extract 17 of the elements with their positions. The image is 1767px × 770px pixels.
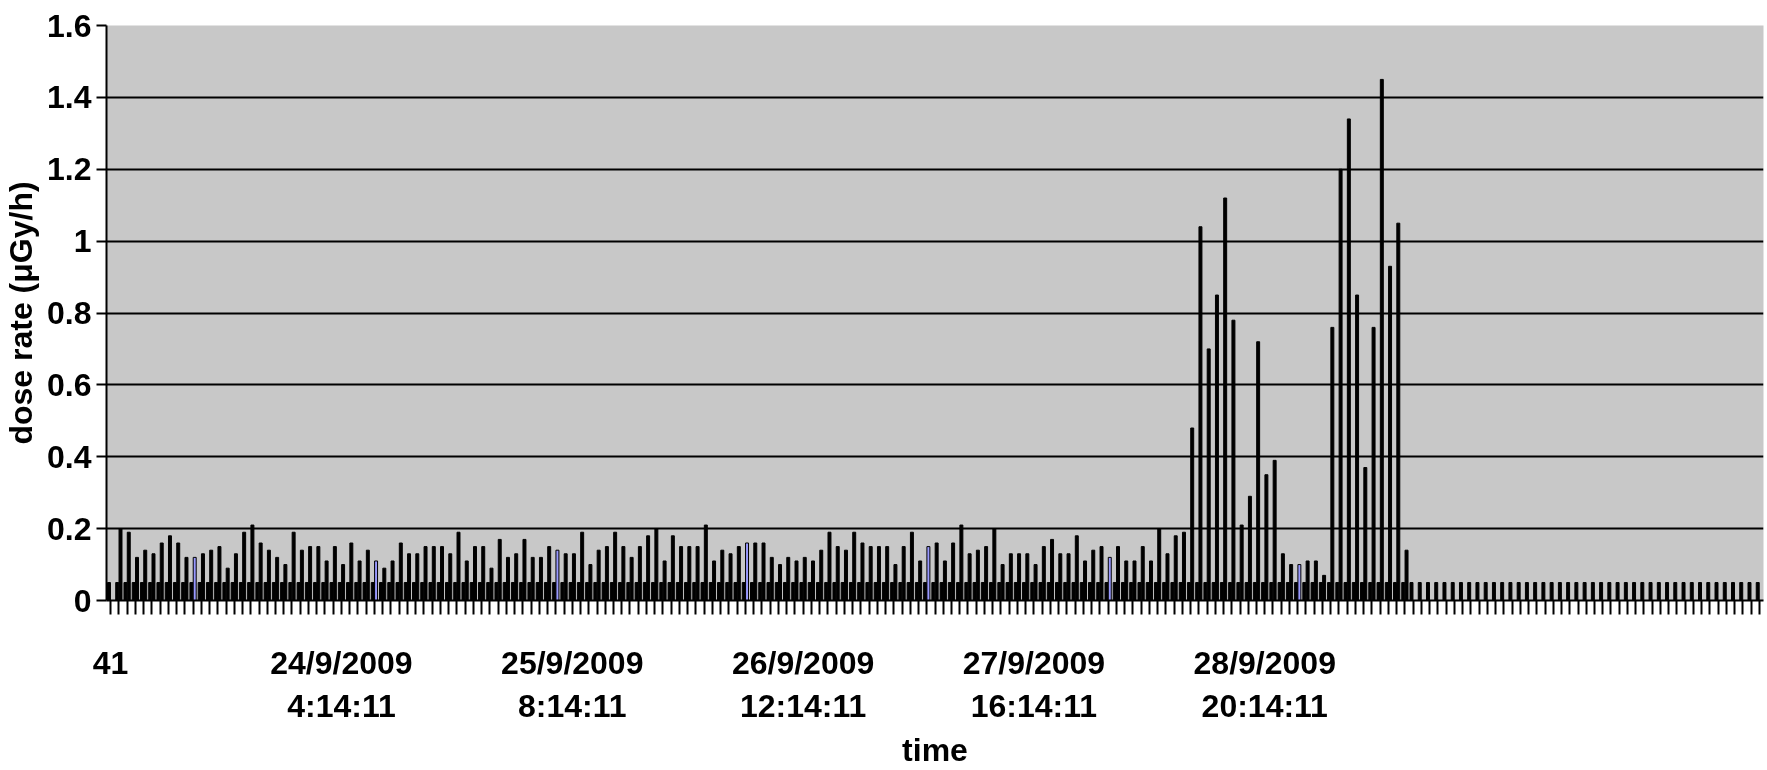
x-tick-label: 24/9/2009 4:14:11 (270, 644, 413, 724)
x-tick-label: 25/9/2009 8:14:11 (501, 644, 644, 724)
x-tick-label: 27/9/2009 16:14:11 (962, 644, 1106, 724)
y-tick-label: 0.4 (47, 438, 92, 475)
y-tick-label: 0 (73, 582, 92, 619)
y-tick-label: 0.6 (47, 366, 92, 403)
x-axis-title: time (902, 731, 968, 768)
y-tick-label: 0.8 (47, 295, 92, 331)
y-tick-label: 1.2 (47, 151, 92, 188)
x-tick-label: 28/9/2009 20:14:11 (1193, 644, 1336, 724)
y-tick-label: 0.2 (47, 510, 92, 547)
y-tick-label: 1 (73, 223, 92, 260)
x-tick-label: 26/9/2009 12:14:11 (731, 644, 875, 724)
y-axis-title: dose rate (μGy/h) (3, 181, 40, 445)
y-tick-label: 1.6 (47, 7, 92, 44)
y-tick-label: 1.4 (47, 79, 92, 116)
x-tick-label: 41 (92, 644, 129, 681)
